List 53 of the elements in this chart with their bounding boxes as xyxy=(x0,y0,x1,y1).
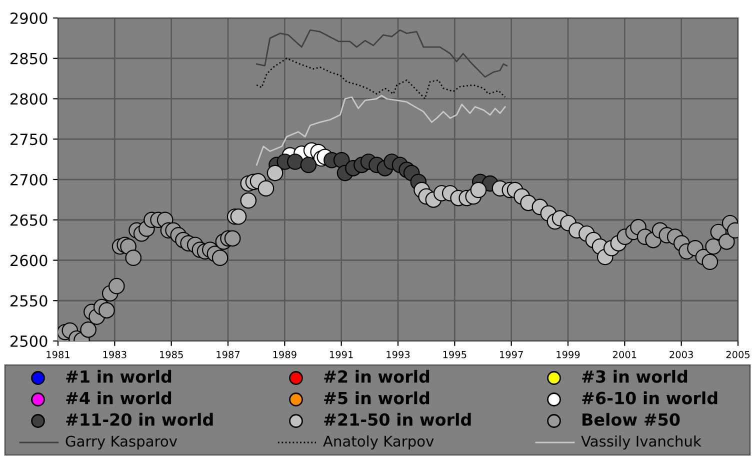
y-tick-label: 2500 xyxy=(10,335,48,348)
legend-label: #2 in world xyxy=(324,370,430,383)
x-tick-label: 1999 xyxy=(556,350,580,358)
x-tick-label: 1997 xyxy=(500,350,523,358)
point xyxy=(240,192,257,209)
point xyxy=(212,250,228,266)
x-tick-label: 1987 xyxy=(216,350,240,358)
line-series xyxy=(256,94,506,166)
x-tick-label: 1983 xyxy=(103,350,126,358)
x-tick-label: 2001 xyxy=(613,350,636,358)
legend-label: Vassily Ivanchuk xyxy=(581,435,702,450)
x-tick-label: 2005 xyxy=(726,350,750,358)
point xyxy=(718,234,735,250)
point xyxy=(224,230,241,247)
point xyxy=(300,156,317,174)
legend-label: #5 in world xyxy=(324,391,430,404)
point xyxy=(266,164,284,182)
x-tick-label: 1993 xyxy=(386,350,410,358)
y-tick-label: 2750 xyxy=(10,134,48,146)
x-tick-label: 1991 xyxy=(330,350,353,358)
x-tick-label: 1981 xyxy=(46,350,70,358)
y-tick-label: 2700 xyxy=(10,174,48,186)
legend-label: Garry Kasparov xyxy=(66,436,178,450)
legend-label: Anatoly Karpov xyxy=(323,435,434,450)
point xyxy=(702,254,718,270)
legend-label: #11-20 in world xyxy=(66,412,213,426)
legend-label: #3 in world xyxy=(582,370,688,383)
legend-label: Below #50 xyxy=(582,412,680,426)
y-tick-label: 2800 xyxy=(10,93,48,105)
point xyxy=(98,302,115,318)
x-tick-label: 1995 xyxy=(443,350,466,358)
legend-label: #4 in world xyxy=(66,391,172,404)
y-tick-label: 2850 xyxy=(10,52,48,64)
point xyxy=(470,182,487,198)
y-tick-label: 2550 xyxy=(10,295,48,307)
x-tick-label: 1985 xyxy=(160,350,183,358)
point xyxy=(230,208,247,225)
point xyxy=(80,322,96,338)
point xyxy=(705,238,722,255)
point xyxy=(108,278,125,294)
legend-label: #6-10 in world xyxy=(582,391,718,404)
point xyxy=(125,250,142,266)
y-tick-label: 2600 xyxy=(10,254,48,266)
x-tick-label: 2003 xyxy=(670,350,693,358)
legend-label: #21-50 in world xyxy=(324,412,471,426)
legend-label: #1 in world xyxy=(66,370,172,383)
line-series xyxy=(256,58,506,100)
x-tick-label: 1989 xyxy=(273,350,296,358)
line-series xyxy=(256,29,508,78)
y-tick-label: 2900 xyxy=(10,12,48,24)
y-tick-label: 2650 xyxy=(10,214,48,226)
point xyxy=(258,180,274,197)
point xyxy=(286,154,304,170)
